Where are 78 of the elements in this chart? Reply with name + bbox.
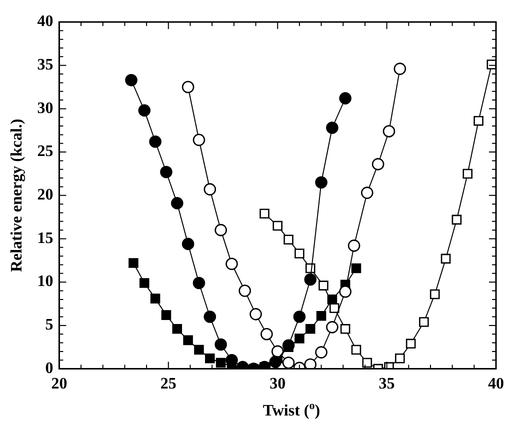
point [192, 134, 206, 146]
point [161, 310, 172, 320]
point [395, 354, 405, 364]
y-tick-label: 20 [37, 186, 54, 204]
point [382, 125, 396, 138]
x-tick-label: 30 [270, 376, 286, 393]
point [327, 294, 338, 304]
point [284, 234, 294, 245]
x-axis-title: Twist ($^{o}$) [262, 400, 322, 420]
point [304, 358, 317, 369]
point [204, 310, 216, 323]
point [238, 284, 251, 297]
point [351, 263, 362, 274]
point [294, 248, 304, 258]
point [419, 317, 429, 327]
point [260, 208, 270, 218]
point [326, 321, 338, 334]
point [462, 168, 472, 179]
y-axis-title: Relative energy (kcal.) [8, 118, 26, 272]
point [305, 324, 316, 334]
y-tick-label: 10 [37, 273, 54, 290]
point [339, 92, 352, 104]
point [182, 238, 194, 250]
x-tick-label: 25 [160, 376, 176, 393]
point [316, 311, 326, 321]
point [474, 116, 484, 126]
point [128, 258, 138, 268]
point [440, 254, 451, 264]
point [125, 74, 138, 86]
point [260, 328, 273, 340]
point [216, 358, 226, 368]
point [192, 276, 206, 290]
point [182, 80, 194, 94]
point [430, 289, 440, 300]
y-tick-label: 30 [37, 100, 54, 117]
point [172, 324, 182, 334]
point [150, 294, 160, 304]
point [315, 176, 328, 189]
point [293, 310, 306, 323]
point [194, 344, 204, 355]
point [304, 273, 317, 286]
point [160, 166, 172, 178]
point [315, 346, 328, 358]
point [170, 197, 184, 210]
point [214, 224, 227, 236]
point [318, 280, 328, 290]
point [139, 278, 150, 288]
point [360, 186, 374, 199]
point [372, 158, 384, 170]
point [362, 358, 372, 368]
point [214, 338, 227, 351]
point [486, 60, 496, 70]
point [326, 122, 338, 134]
point [138, 104, 151, 117]
point [149, 135, 162, 148]
x-tick-label: 35 [378, 376, 395, 393]
x-tick-label: 40 [488, 376, 504, 393]
point [340, 324, 350, 334]
point [250, 308, 262, 320]
point [406, 338, 416, 349]
y-tick-label: 35 [37, 56, 54, 74]
point [205, 354, 215, 364]
y-tick-label: 40 [37, 13, 54, 30]
y-tick-label: 15 [37, 230, 54, 247]
point [226, 258, 238, 270]
point [339, 285, 352, 298]
point [452, 214, 462, 225]
y-tick-label: 0 [45, 360, 54, 377]
y-tick-label: 5 [45, 316, 54, 334]
point [351, 344, 362, 355]
point [183, 335, 193, 346]
point [348, 240, 360, 252]
point [294, 334, 304, 344]
point [394, 62, 406, 75]
y-tick-label: 25 [37, 143, 54, 160]
point [282, 356, 295, 369]
point [272, 220, 282, 231]
point [204, 183, 216, 196]
